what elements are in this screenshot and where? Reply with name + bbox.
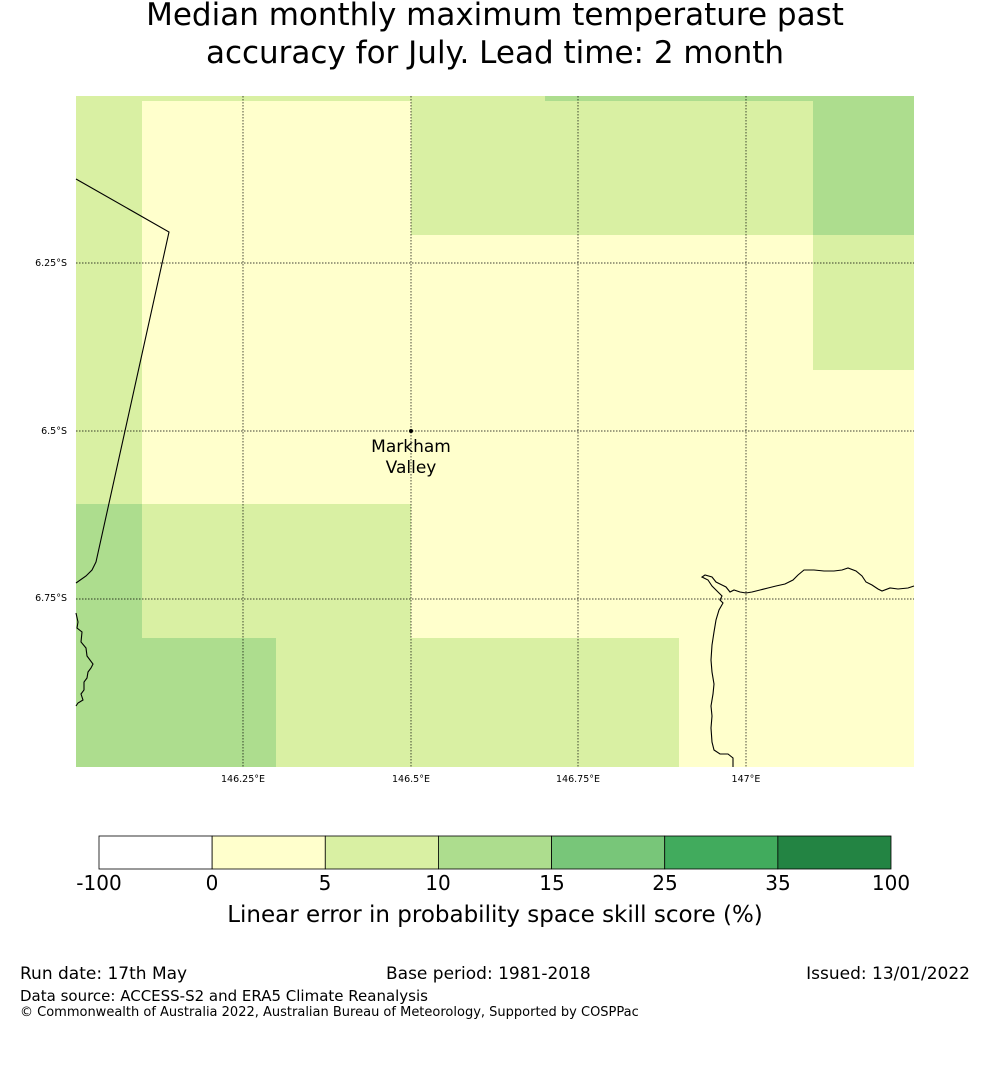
grid-cell xyxy=(142,504,411,638)
colorbar-tick-label: 15 xyxy=(539,871,565,895)
chart-title: Median monthly maximum temperature past … xyxy=(0,0,990,72)
data-source: Data source: ACCESS-S2 and ERA5 Climate … xyxy=(20,987,428,1005)
colorbar xyxy=(98,835,892,870)
location-label-line-2: Valley xyxy=(386,458,437,478)
coastline-west xyxy=(75,612,94,707)
lon-label: 146.75°E xyxy=(556,774,600,785)
title-line-1: Median monthly maximum temperature past xyxy=(146,0,844,33)
grid-cell xyxy=(813,235,914,370)
colorbar-segment xyxy=(551,835,666,870)
lat-label: 6.75°S xyxy=(35,593,67,604)
copyright: © Commonwealth of Australia 2022, Austra… xyxy=(20,1005,639,1020)
colorbar-segment xyxy=(664,835,779,870)
map-figure: Markham Valley 6.25°S 6.5°S 6.75°S 146.2… xyxy=(35,96,915,870)
grid-cell xyxy=(76,96,142,504)
colorbar-tick-label: 0 xyxy=(205,871,219,895)
colorbar-title: Linear error in probability space skill … xyxy=(227,902,763,928)
grid-cell xyxy=(813,96,914,235)
colorbar-segment xyxy=(324,835,439,870)
colorbar-segment xyxy=(777,835,892,870)
grid-cell xyxy=(142,96,545,101)
gridlines xyxy=(76,96,914,767)
colorbar-tick-label: 10 xyxy=(425,871,451,895)
location-label-line-1: Markham xyxy=(371,437,451,457)
colorbar-segment xyxy=(98,835,213,870)
base-period: Base period: 1981-2018 xyxy=(386,964,591,984)
grid-cell xyxy=(276,638,679,767)
colorbar-tick-label: 25 xyxy=(652,871,678,895)
colorbar-tick-label: 35 xyxy=(765,871,791,895)
lon-label: 147°E xyxy=(732,774,761,785)
title-line-2: accuracy for July. Lead time: 2 month xyxy=(205,35,785,71)
province-boundary xyxy=(75,178,170,584)
run-date: Run date: 17th May xyxy=(20,964,188,984)
grid-cell xyxy=(76,504,142,767)
lat-label: 6.5°S xyxy=(41,426,67,437)
grid-cell xyxy=(545,96,813,101)
colorbar-segment xyxy=(211,835,326,870)
grid-cell xyxy=(411,101,813,235)
colorbar-tick-label: 100 xyxy=(871,871,911,895)
lat-label: 6.25°S xyxy=(35,258,67,269)
colorbar-segment xyxy=(438,835,552,870)
coastline-east xyxy=(700,567,915,767)
location-marker xyxy=(409,429,413,433)
colorbar-tick-label: 5 xyxy=(318,871,332,895)
grid-cell xyxy=(142,638,276,767)
colorbar-tick-label: -100 xyxy=(76,871,122,895)
issued-date: Issued: 13/01/2022 xyxy=(806,964,970,984)
skill-grid xyxy=(76,96,914,767)
lon-label: 146.5°E xyxy=(392,774,430,785)
boundaries xyxy=(75,178,915,767)
lon-label: 146.25°E xyxy=(221,774,265,785)
